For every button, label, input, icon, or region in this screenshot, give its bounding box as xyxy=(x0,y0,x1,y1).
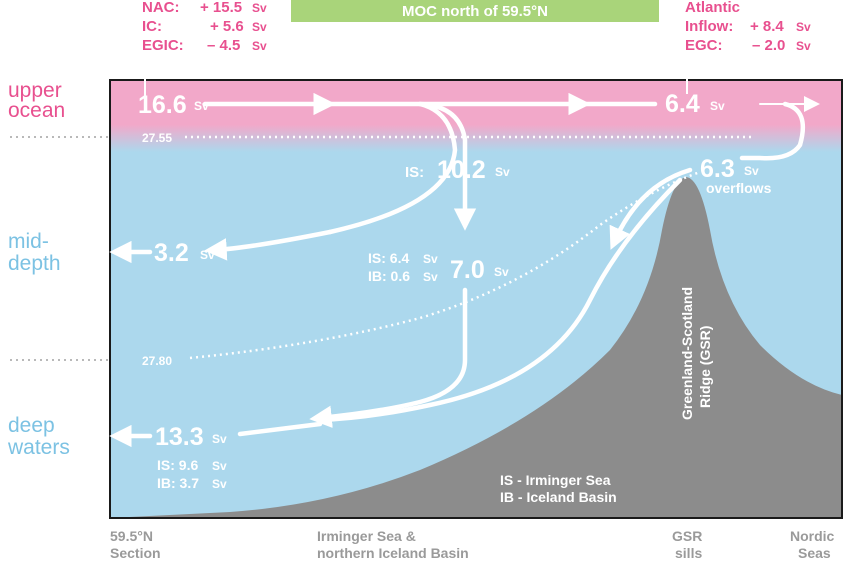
flow-overflow-down xyxy=(609,167,693,250)
egc-unit: Sv xyxy=(796,39,811,53)
bottom-label-irminger-2: northern Iceland Basin xyxy=(317,545,469,561)
deep-is-unit: Sv xyxy=(212,459,227,473)
isopycnal-2780-label: 27.80 xyxy=(142,354,172,368)
label-upper-2: ocean xyxy=(8,99,65,122)
overflows-value: 6.3 xyxy=(700,155,735,183)
upper-total-value: 16.6 xyxy=(138,91,187,119)
legend-is: IS - Irminger Sea xyxy=(500,472,611,488)
egic-label: EGIC: xyxy=(142,37,184,54)
ridge-label-2: Ridge (GSR) xyxy=(697,326,713,408)
ridge-label-1: Greenland-Scotland xyxy=(679,287,695,420)
upper-ocean-layer xyxy=(110,80,842,152)
label-mid-2: depth xyxy=(8,252,61,275)
is-ib-total: 7.0 xyxy=(450,256,485,284)
upper-total-unit: Sv xyxy=(194,99,209,113)
bottom-label-gsr-2: sills xyxy=(675,545,702,561)
is-ib-line-1-unit: Sv xyxy=(423,252,438,266)
flow-7-down xyxy=(309,287,468,429)
deep-ib-unit: Sv xyxy=(212,477,227,491)
label-upper-1: upper xyxy=(8,79,62,102)
moc-title-bar xyxy=(291,0,659,22)
is-mid-value: 10.2 xyxy=(437,156,486,184)
inflow-unit: Sv xyxy=(796,20,811,34)
mid-out-unit: Sv xyxy=(200,248,215,262)
egic-unit: Sv xyxy=(252,39,267,53)
bottom-label-nordic-2: Seas xyxy=(798,545,831,561)
deep-ib: IB: 3.7 xyxy=(157,475,199,491)
deep-total-unit: Sv xyxy=(212,432,227,446)
flow-deep-join xyxy=(237,421,323,437)
deep-is: IS: 9.6 xyxy=(157,457,198,473)
ic-unit: Sv xyxy=(252,20,267,34)
diagram-frame xyxy=(109,79,843,519)
nac-value: + 15.5 xyxy=(200,0,242,16)
overflows-label: overflows xyxy=(706,180,772,196)
flow-nordic-return xyxy=(739,101,806,161)
inflow-value: + 8.4 xyxy=(750,18,784,35)
is-ib-line-2-unit: Sv xyxy=(423,270,438,284)
ic-value: + 5.6 xyxy=(210,18,244,35)
isopycnal-2755-label: 27.55 xyxy=(142,131,172,145)
bottom-label-nordic-1: Nordic xyxy=(790,528,835,544)
flow-mid-west-a xyxy=(204,229,333,261)
ic-label: IC: xyxy=(142,18,162,35)
nordic-unit: Sv xyxy=(710,99,725,113)
is-mid-unit: Sv xyxy=(495,165,510,179)
egc-value: – 2.0 xyxy=(752,37,785,54)
is-ib-total-unit: Sv xyxy=(494,265,509,279)
egc-label: EGC: xyxy=(685,37,723,54)
nac-label: NAC: xyxy=(142,0,180,16)
label-mid-1: mid- xyxy=(8,230,49,253)
nac-unit: Sv xyxy=(252,1,267,15)
atlantic-label: Atlantic xyxy=(685,0,740,16)
bottom-label-irminger-1: Irminger Sea & xyxy=(317,528,416,544)
egic-value: – 4.5 xyxy=(207,37,240,54)
bottom-label-gsr-1: GSR xyxy=(672,528,702,544)
is-mid-prefix: IS: xyxy=(405,164,424,181)
overflows-unit: Sv xyxy=(744,164,759,178)
label-deep-1: deep xyxy=(8,414,55,437)
deep-total-value: 13.3 xyxy=(155,423,204,451)
bottom-label-section-2: Section xyxy=(110,545,161,561)
nordic-value: 6.4 xyxy=(665,90,700,118)
is-ib-line-2: IB: 0.6 xyxy=(368,268,410,284)
moc-title: MOC north of 59.5°N xyxy=(402,3,548,20)
inflow-label: Inflow: xyxy=(685,18,733,35)
is-ib-line-1: IS: 6.4 xyxy=(368,250,409,266)
label-deep-2: waters xyxy=(7,436,70,459)
isopycnal-2780 xyxy=(189,170,701,360)
greenland-scotland-ridge xyxy=(110,177,842,518)
bottom-label-section-1: 59.5°N xyxy=(110,528,153,544)
legend-ib: IB - Iceland Basin xyxy=(500,489,617,505)
flow-overflow-deep xyxy=(317,177,683,423)
flow-is-branch xyxy=(327,101,458,235)
mid-out-value: 3.2 xyxy=(154,239,189,267)
